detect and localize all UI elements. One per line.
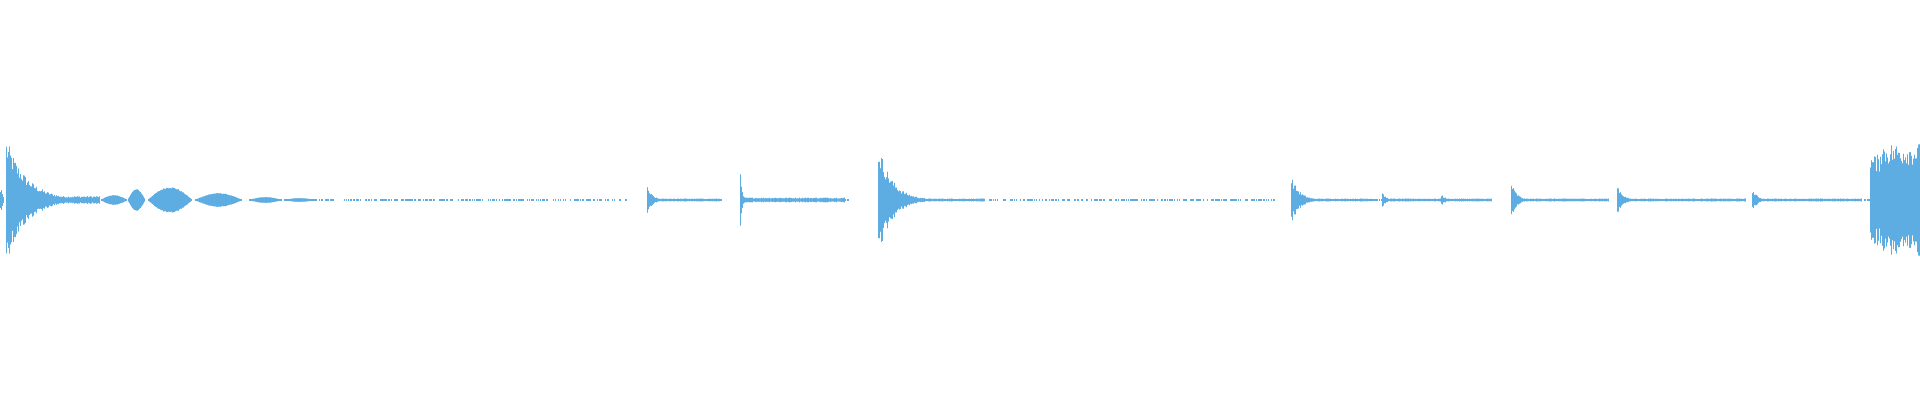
waveform-path [0, 144, 1920, 256]
